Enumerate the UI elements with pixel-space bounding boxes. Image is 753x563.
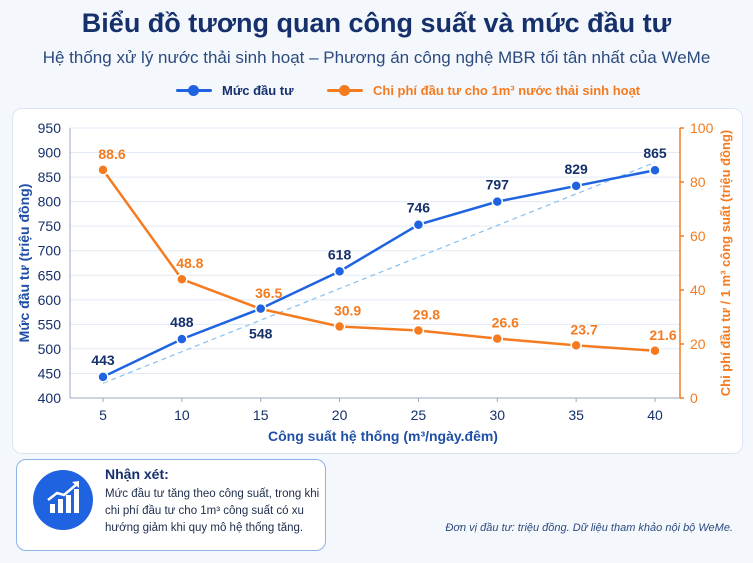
x-tick-label: 25 (411, 407, 427, 423)
data-label-investment: 488 (170, 314, 194, 330)
x-tick-label: 5 (99, 407, 107, 423)
y-axis-title: Mức đầu tư (triệu đồng) (16, 184, 32, 343)
data-point-cost (491, 332, 504, 345)
plot-area-background (12, 108, 743, 454)
chart-canvas: 400 450 500 550 600 650 700 750 800 850 900 950 0 20 4… (16, 120, 733, 444)
data-point-cost (176, 273, 188, 285)
data-point-cost (333, 320, 346, 333)
insight-box: Nhận xét: Mức đầu tư tăng theo công suất… (16, 459, 326, 551)
x-tick-label: 10 (174, 407, 190, 423)
footnote: Đơn vị đầu tư: triệu đồng. Dữ liệu tham … (445, 522, 733, 534)
y2-tick-label: 60 (690, 228, 706, 244)
y-tick-label: 500 (38, 341, 62, 357)
y-tick-label: 900 (38, 145, 62, 161)
y-tick-label: 700 (38, 243, 62, 259)
trend-line (102, 161, 656, 384)
data-label-cost: 36.5 (255, 285, 282, 301)
x-tick-label: 30 (489, 407, 505, 423)
x-tick-label: 15 (253, 407, 269, 423)
data-label-cost: 48.8 (176, 255, 203, 271)
data-point-cost (412, 324, 425, 337)
data-label-cost: 88.6 (98, 146, 125, 162)
data-point-cost (97, 164, 109, 176)
y-tick-label: 800 (38, 194, 62, 210)
data-point-investment (97, 371, 109, 383)
y-tick-label: 750 (38, 218, 62, 234)
data-label-investment: 797 (486, 177, 510, 193)
series-line-investment (102, 168, 656, 379)
x-tick-label: 40 (647, 407, 663, 423)
y-tick-label: 450 (38, 365, 62, 381)
legend-line-icon (176, 85, 212, 96)
legend: Mức đầu tư Chi phí đầu tư cho 1m³ nước t… (0, 83, 753, 103)
data-point-cost (570, 339, 582, 352)
y-tick-label: 600 (38, 292, 62, 308)
data-label-cost: 21.6 (649, 327, 676, 343)
x-axis-title: Công suất hệ thống (m³/ngày.đêm) (268, 428, 498, 444)
legend-item-cost: Chi phí đầu tư cho 1m³ nước thải sinh ho… (327, 83, 640, 98)
y2-tick-label: 20 (690, 336, 706, 352)
data-label-investment: 548 (249, 326, 273, 342)
y2-tick-label: 40 (690, 282, 706, 298)
data-point-investment (333, 265, 346, 278)
data-label-investment: 443 (91, 352, 115, 368)
data-point-investment (491, 195, 504, 208)
y-tick-label: 650 (38, 267, 62, 283)
legend-line-icon (327, 85, 363, 96)
chart-title: Biểu đồ tương quan công suất và mức đầu … (81, 8, 672, 38)
data-point-investment (412, 218, 425, 231)
y-tick-label: 950 (38, 120, 62, 136)
data-label-cost: 26.6 (492, 315, 519, 331)
chart-growth-icon (33, 470, 93, 530)
data-label-cost: 30.9 (334, 302, 361, 318)
y2-axis-title: Chi phí đầu tư / 1 m³ công suất (triệu đ… (718, 130, 733, 397)
data-point-investment (254, 302, 267, 315)
series-line-cost (101, 169, 656, 352)
chart-subtitle: Hệ thống xử lý nước thải sinh hoạt – Phư… (42, 48, 711, 67)
data-point-investment (570, 180, 582, 192)
x-tick-label: 35 (568, 407, 584, 423)
y2-tick-label: 100 (690, 120, 714, 136)
x-tick-label: 20 (332, 407, 348, 423)
data-label-cost: 29.8 (413, 307, 440, 323)
insight-text: Mức đầu tư tăng theo công suất, trong kh… (105, 488, 320, 534)
y2-tick-label: 80 (690, 174, 706, 190)
data-point-investment (649, 164, 661, 176)
legend-label: Mức đầu tư (222, 83, 294, 98)
data-label-investment: 865 (643, 145, 667, 161)
insight-title: Nhận xét: (105, 466, 169, 482)
data-label-cost: 23.7 (571, 321, 598, 337)
y2-tick-label: 0 (690, 390, 698, 406)
data-label-investment: 746 (407, 200, 431, 216)
data-point-cost (649, 345, 661, 357)
data-point-investment (176, 333, 188, 345)
y-tick-label: 550 (38, 316, 62, 332)
y-tick-label: 400 (38, 390, 62, 406)
data-label-investment: 618 (328, 246, 352, 262)
legend-item-investment: Mức đầu tư (176, 83, 294, 98)
y-tick-label: 850 (38, 169, 62, 185)
legend-label: Chi phí đầu tư cho 1m³ nước thải sinh ho… (373, 83, 641, 98)
data-label-investment: 829 (564, 161, 588, 177)
